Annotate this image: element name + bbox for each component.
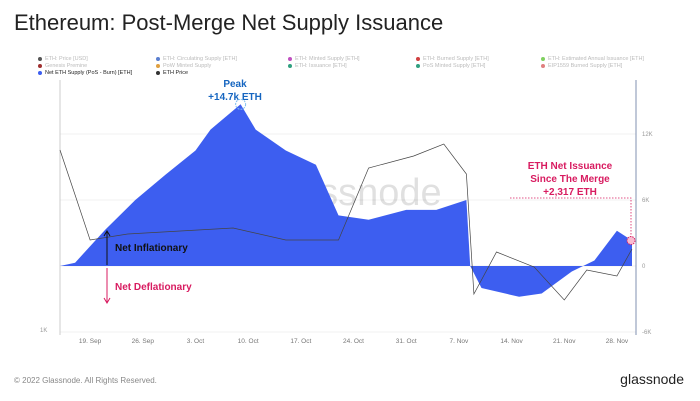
legend-item[interactable]: ETH Price bbox=[156, 70, 188, 76]
x-tick-label: 21. Nov bbox=[553, 338, 576, 345]
legend-item[interactable]: Genesis Premine bbox=[38, 63, 87, 69]
legend-item[interactable]: ETH: Burned Supply [ETH] bbox=[416, 56, 489, 62]
legend-label: ETH: Minted Supply [ETH] bbox=[295, 56, 360, 62]
net-issuance-label: Since The Merge bbox=[530, 174, 610, 185]
right-axis-tick: 12K bbox=[642, 132, 653, 138]
legend-dot bbox=[288, 63, 292, 68]
eth-price-line bbox=[59, 143, 633, 301]
legend-dot bbox=[541, 56, 545, 61]
legend-dot bbox=[541, 63, 545, 68]
legend-item[interactable]: PoW Minted Supply bbox=[156, 63, 211, 69]
x-tick-label: 17. Oct bbox=[290, 338, 311, 345]
legend-label: EIP1559 Burned Supply [ETH] bbox=[548, 63, 623, 69]
legend-item[interactable]: ETH: Price [USD] bbox=[38, 56, 88, 62]
legend-label: ETH: Circulating Supply [ETH] bbox=[163, 56, 237, 62]
legend-dot bbox=[288, 56, 292, 61]
legend-item[interactable]: EIP1559 Burned Supply [ETH] bbox=[541, 63, 622, 69]
x-tick-label: 19. Sep bbox=[79, 338, 102, 345]
x-tick-label: 7. Nov bbox=[449, 338, 469, 345]
inflationary-label: Net Inflationary bbox=[115, 243, 188, 254]
legend-label: ETH: Estimated Annual Issuance [ETH] bbox=[548, 56, 644, 62]
legend-dot bbox=[416, 56, 420, 61]
page-title: Ethereum: Post-Merge Net Supply Issuance bbox=[14, 10, 444, 35]
legend-dot bbox=[156, 63, 160, 68]
legend-dot bbox=[38, 56, 42, 61]
legend-dot bbox=[156, 70, 160, 75]
legend-item[interactable]: ETH: Circulating Supply [ETH] bbox=[156, 56, 237, 62]
legend-dot bbox=[38, 70, 42, 75]
legend-label: PoW Minted Supply bbox=[163, 63, 212, 69]
peak-label: Peak bbox=[223, 79, 247, 90]
legend-label: ETH: Price [USD] bbox=[45, 56, 88, 62]
x-tick-label: 3. Oct bbox=[187, 338, 205, 345]
legend-label: Genesis Premine bbox=[45, 63, 88, 69]
net-issuance-value: +2,317 ETH bbox=[543, 187, 597, 198]
deflationary-label: Net Deflationary bbox=[115, 282, 192, 293]
x-tick-label: 24. Oct bbox=[343, 338, 364, 345]
left-axis-tick: 1K bbox=[40, 328, 47, 334]
legend-dot bbox=[38, 63, 42, 68]
x-tick-label: 14. Nov bbox=[500, 338, 523, 345]
arrow-up-icon bbox=[103, 230, 111, 237]
x-tick-label: 26. Sep bbox=[132, 338, 155, 345]
peak-marker bbox=[235, 98, 247, 110]
legend-label: ETH: Burned Supply [ETH] bbox=[423, 56, 489, 62]
peak-value: +14.7k ETH bbox=[208, 92, 262, 103]
legend-dot bbox=[416, 63, 420, 68]
legend-item[interactable]: ETH: Issuance [ETH] bbox=[288, 63, 347, 69]
legend-item[interactable]: ETH: Minted Supply [ETH] bbox=[288, 56, 360, 62]
legend-item[interactable]: Net ETH Supply (PoS - Burn) [ETH] bbox=[38, 70, 132, 76]
legend-label: PoS Minted Supply [ETH] bbox=[423, 63, 486, 69]
arrow-down-icon bbox=[103, 297, 111, 304]
x-tick-label: 10. Oct bbox=[238, 338, 259, 345]
right-axis-tick: -6K bbox=[642, 330, 651, 336]
net-supply-area bbox=[60, 104, 632, 297]
x-tick-label: 31. Oct bbox=[396, 338, 417, 345]
legend-label: ETH Price bbox=[163, 70, 189, 76]
legend-dot bbox=[156, 56, 160, 61]
legend-label: ETH: Issuance [ETH] bbox=[295, 63, 347, 69]
net-issuance-label: ETH Net Issuance bbox=[528, 161, 613, 172]
x-tick-label: 28. Nov bbox=[606, 338, 629, 345]
legend-item[interactable]: PoS Minted Supply [ETH] bbox=[416, 63, 485, 69]
legend-item[interactable]: ETH: Estimated Annual Issuance [ETH] bbox=[541, 56, 644, 62]
brand-logo: glassnode bbox=[620, 371, 684, 387]
right-axis-tick: 6K bbox=[642, 198, 649, 204]
right-axis-tick: 0 bbox=[642, 264, 646, 270]
copyright: © 2022 Glassnode. All Rights Reserved. bbox=[14, 376, 157, 385]
legend-label: Net ETH Supply (PoS - Burn) [ETH] bbox=[45, 70, 133, 76]
current-marker bbox=[626, 236, 636, 246]
net-issuance-leader bbox=[510, 197, 632, 238]
